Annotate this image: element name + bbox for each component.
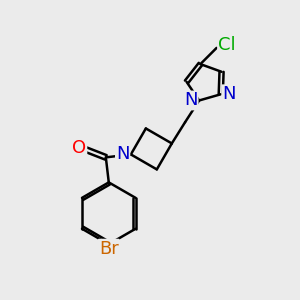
Text: N: N	[184, 92, 198, 110]
Text: Br: Br	[99, 240, 119, 258]
Text: O: O	[72, 139, 86, 157]
Text: N: N	[222, 85, 236, 103]
Text: N: N	[116, 146, 129, 164]
Text: Cl: Cl	[218, 36, 236, 54]
